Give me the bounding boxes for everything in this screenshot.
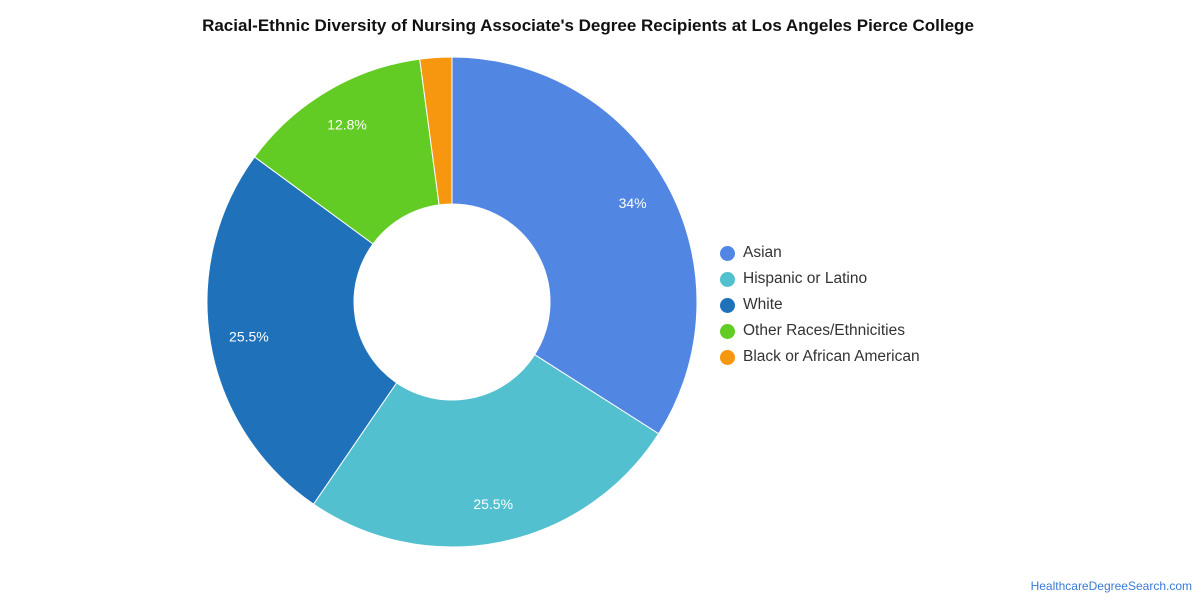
slices-group — [206, 56, 698, 548]
watermark-link[interactable]: HealthcareDegreeSearch.com — [1030, 579, 1192, 593]
slice-value-label: 25.5% — [229, 328, 269, 344]
legend-swatch — [720, 349, 735, 365]
legend-swatch — [720, 297, 735, 313]
legend-item[interactable]: Black or African American — [720, 344, 920, 370]
legend-label: Other Races/Ethnicities — [743, 322, 905, 339]
slice-hispanic-or-latino[interactable] — [312, 353, 660, 548]
legend-item[interactable]: Hispanic or Latino — [720, 266, 920, 292]
legend-item[interactable]: Asian — [720, 240, 920, 266]
slice-white[interactable] — [206, 156, 398, 505]
slice-value-label: 25.5% — [473, 496, 513, 512]
slice-black-or-african-american[interactable] — [419, 56, 453, 206]
legend-label: Black or African American — [743, 348, 920, 365]
slice-other-races-ethnicities[interactable] — [253, 58, 440, 245]
legend-swatch — [720, 323, 735, 339]
legend-item[interactable]: White — [720, 292, 920, 318]
slice-asian[interactable] — [451, 56, 698, 435]
slice-value-label: 34% — [619, 195, 647, 211]
legend-label: White — [743, 296, 783, 313]
legend-label: Asian — [743, 244, 782, 261]
legend-item[interactable]: Other Races/Ethnicities — [720, 318, 920, 344]
legend: Asian Hispanic or Latino White Other Races/… — [720, 240, 920, 370]
slice-value-label: 12.8% — [327, 117, 367, 133]
legend-label: Hispanic or Latino — [743, 270, 868, 287]
chart-title: Racial-Ethnic Diversity of Nursing Assoc… — [202, 16, 974, 35]
legend-swatch — [720, 245, 735, 261]
legend-swatch — [720, 271, 735, 287]
labels-group: 34% 25.5% 25.5% 12.8% — [229, 117, 647, 512]
